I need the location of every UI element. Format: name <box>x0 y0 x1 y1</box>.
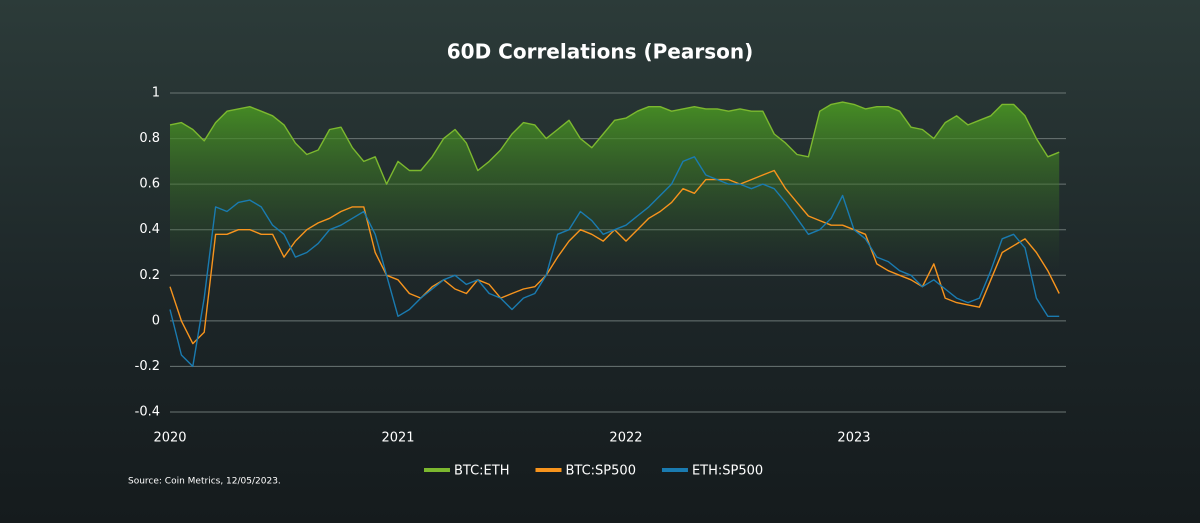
y-tick-label: -0.2 <box>135 359 160 374</box>
series-area <box>170 102 1060 412</box>
source-note: Source: Coin Metrics, 12/05/2023. <box>128 477 281 487</box>
y-tick-label: 0.8 <box>139 131 160 146</box>
y-tick-label: 1 <box>152 86 160 101</box>
y-tick-label: 0 <box>152 313 160 328</box>
legend-label: BTC:SP500 <box>566 464 636 479</box>
y-tick-label: 0.4 <box>139 222 160 237</box>
y-tick-label: -0.4 <box>135 405 160 420</box>
x-tick-label: 2023 <box>837 431 870 446</box>
legend-label: ETH:SP500 <box>692 464 763 479</box>
x-tick-label: 2020 <box>153 431 186 446</box>
series-line <box>169 156 1060 368</box>
series-line <box>169 101 1060 185</box>
chart-title: 60D Correlations (Pearson) <box>447 40 753 64</box>
y-tick-label: 0.6 <box>139 177 160 192</box>
x-tick-label: 2022 <box>609 431 642 446</box>
y-tick-label: 0.2 <box>139 268 160 283</box>
x-tick-label: 2021 <box>381 431 414 446</box>
legend-label: BTC:ETH <box>454 464 510 479</box>
